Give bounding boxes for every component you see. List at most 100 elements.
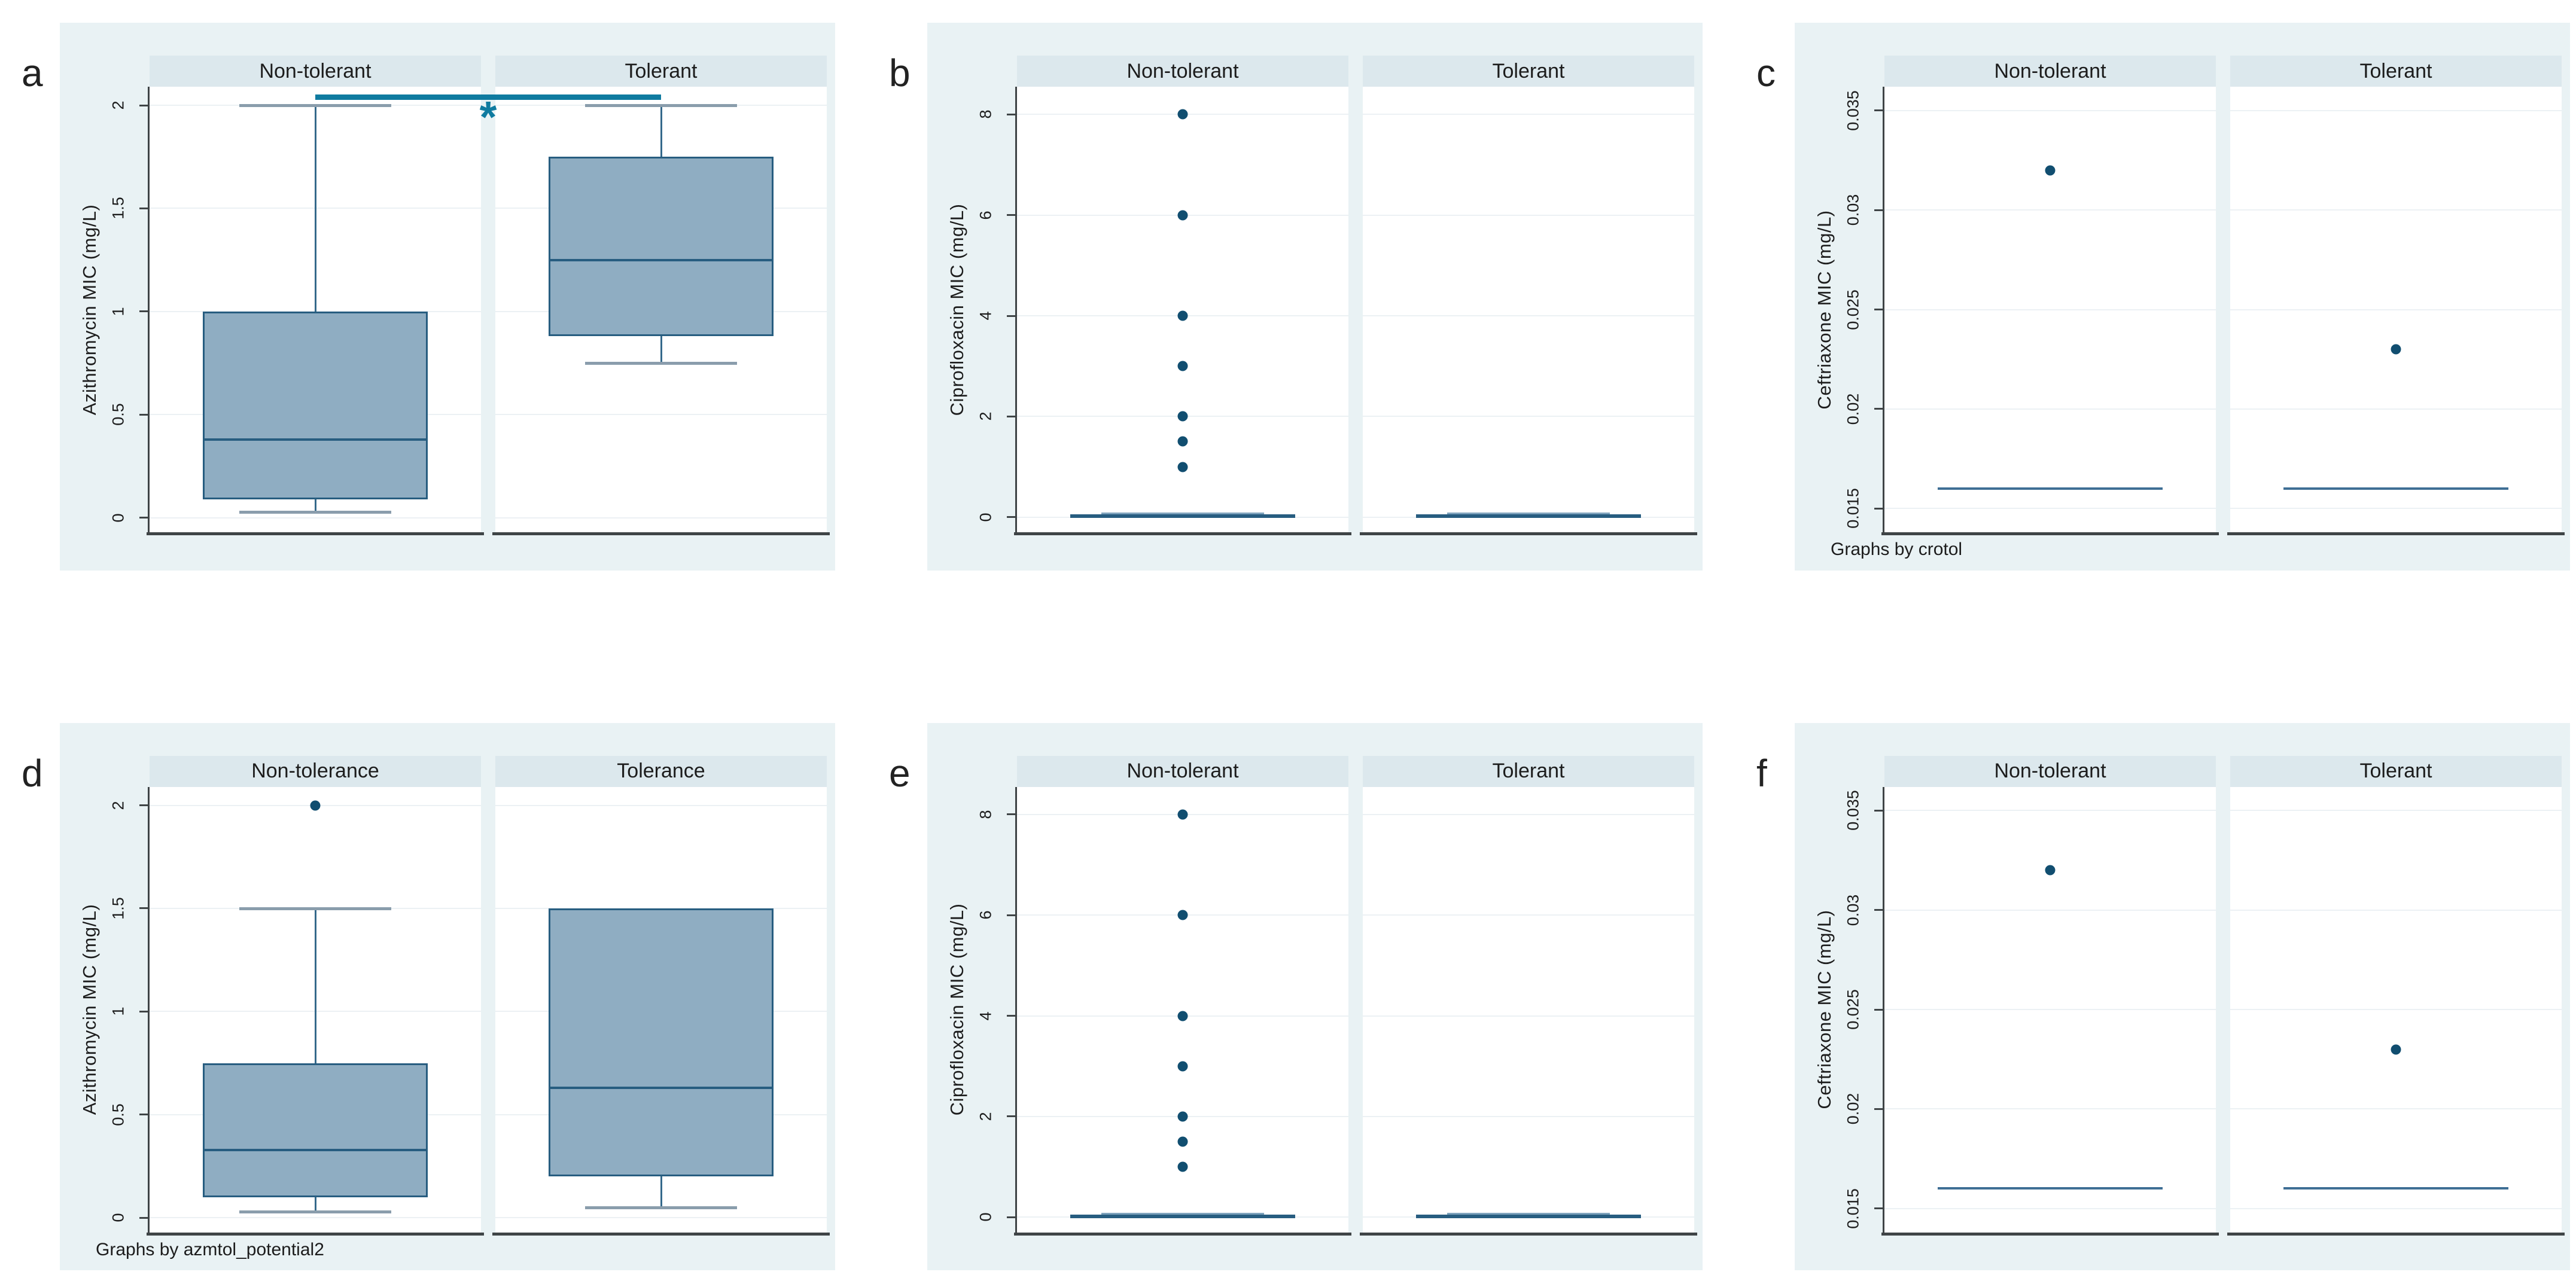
y-tick-mark bbox=[139, 907, 148, 910]
gridline bbox=[2230, 209, 2562, 211]
panel-cell-b: b Non-tolerant Tolerant 0 2 4 6 8 Ciprofloxacin … bbox=[889, 23, 1703, 571]
y-tick-mark bbox=[139, 517, 148, 519]
panel-c-card: Non-tolerant Tolerant 0.015 0.02 0.025 0.03 0.… bbox=[1795, 23, 2570, 571]
outlier-dot bbox=[2391, 1044, 2401, 1055]
y-tick-label: 0.03 bbox=[1844, 894, 1862, 926]
group-header-label: Non-tolerant bbox=[1994, 59, 2106, 83]
panel-cell-e: e Non-tolerant Tolerant 0 2 4 6 8 Ciprofloxacin … bbox=[889, 722, 1703, 1270]
y-tick-label: 0.015 bbox=[1844, 1188, 1862, 1229]
y-tick-label: 8 bbox=[976, 109, 995, 119]
x-axis-line bbox=[1014, 1232, 1351, 1236]
y-tick-mark bbox=[1874, 1207, 1883, 1210]
outlier-dot bbox=[2045, 165, 2056, 176]
panel-letter: a bbox=[22, 51, 43, 94]
group-header-label: Non-tolerance bbox=[251, 760, 379, 782]
outlier-dot bbox=[310, 800, 321, 811]
plot-area bbox=[1363, 786, 1694, 1233]
panel-d-card: Non-tolerance Tolerance 0 0.5 1 1.5 2 Azithromy… bbox=[60, 722, 835, 1270]
gridline bbox=[1884, 1108, 2216, 1110]
outlier-dot bbox=[1177, 1136, 1188, 1147]
group-header-label: Non-tolerant bbox=[259, 59, 372, 83]
x-axis-line bbox=[2227, 1232, 2565, 1236]
outlier-dot bbox=[1177, 210, 1188, 221]
y-axis-title: Ceftriaxone MIC (mg/L) bbox=[1814, 209, 1835, 410]
y-tick-mark bbox=[1007, 914, 1015, 916]
panel-letter: c bbox=[1756, 51, 1776, 94]
group-header: Tolerant bbox=[1363, 56, 1694, 87]
gridline bbox=[1363, 1115, 1694, 1117]
whisker-cap-lower bbox=[239, 1210, 392, 1213]
gridline bbox=[1363, 1015, 1694, 1017]
y-tick-mark bbox=[139, 413, 148, 416]
y-tick-label: 1 bbox=[109, 1006, 127, 1016]
gridline bbox=[1884, 508, 2216, 510]
whisker-lower bbox=[314, 1197, 316, 1212]
gridline bbox=[1884, 408, 2216, 410]
group-header-label: Tolerant bbox=[1492, 760, 1565, 782]
gridline bbox=[150, 1217, 481, 1219]
y-axis-spine bbox=[148, 87, 150, 532]
gridline bbox=[1884, 810, 2216, 812]
gridline bbox=[495, 1217, 827, 1219]
y-axis-title: Ceftriaxone MIC (mg/L) bbox=[1814, 910, 1835, 1109]
y-tick-mark bbox=[1874, 507, 1883, 510]
outlier-dot bbox=[1177, 310, 1188, 321]
flat-box bbox=[2283, 1187, 2509, 1190]
y-tick-label: 6 bbox=[976, 211, 995, 220]
y-tick-label: 0.03 bbox=[1844, 194, 1862, 226]
y-tick-label: 0 bbox=[976, 1212, 995, 1222]
group-header: Non-tolerant bbox=[1017, 755, 1348, 787]
y-tick-label: 0.025 bbox=[1844, 989, 1862, 1030]
group-header: Tolerance bbox=[495, 755, 827, 787]
y-tick-label: 0 bbox=[109, 1213, 127, 1222]
y-tick-mark bbox=[139, 1114, 148, 1116]
y-tick-label: 4 bbox=[976, 1011, 995, 1021]
outlier-dot bbox=[1177, 809, 1188, 820]
whisker-cap-upper bbox=[584, 104, 738, 108]
group-header-label: Non-tolerant bbox=[1126, 760, 1239, 782]
y-tick-mark bbox=[1007, 1115, 1015, 1118]
x-axis-line bbox=[2227, 532, 2565, 535]
panel-letter: e bbox=[889, 751, 911, 795]
significance-bar bbox=[315, 94, 661, 100]
y-tick-mark bbox=[139, 804, 148, 807]
y-tick-mark bbox=[1007, 813, 1015, 816]
panel-letter: d bbox=[22, 751, 43, 795]
group-header: Non-tolerant bbox=[1017, 56, 1348, 87]
y-tick-mark bbox=[1874, 1108, 1883, 1110]
panel-a-card: Non-tolerant Tolerant 0 0.5 1 1.5 2 Azithromyci… bbox=[60, 23, 835, 571]
y-tick-label: 1 bbox=[109, 307, 127, 316]
median-line bbox=[550, 258, 772, 261]
gridline bbox=[2230, 909, 2562, 911]
y-tick-mark bbox=[1007, 214, 1015, 216]
whisker-lower bbox=[314, 499, 316, 512]
group-header-label: Non-tolerant bbox=[1994, 760, 2106, 782]
y-tick-label: 2 bbox=[976, 411, 995, 421]
y-tick-label: 2 bbox=[109, 100, 127, 110]
outlier-dot bbox=[2045, 865, 2056, 876]
gridline bbox=[150, 517, 481, 518]
flat-box bbox=[1937, 487, 2163, 490]
y-tick-label: 0.5 bbox=[109, 1103, 127, 1126]
group-header-label: Tolerance bbox=[617, 760, 705, 782]
y-tick-mark bbox=[139, 104, 148, 106]
panel-e-card: Non-tolerant Tolerant 0 2 4 6 8 Ciprofloxacin M… bbox=[927, 722, 1703, 1270]
plot-area bbox=[1363, 87, 1694, 532]
outlier-dot bbox=[1177, 1061, 1188, 1072]
gridline bbox=[1884, 309, 2216, 310]
outlier-dot bbox=[1177, 1011, 1188, 1021]
y-tick-mark bbox=[139, 310, 148, 313]
gridline bbox=[1884, 109, 2216, 111]
gridline bbox=[2230, 109, 2562, 111]
flat-box-highlight bbox=[1101, 513, 1264, 516]
whisker-cap-upper bbox=[239, 104, 392, 108]
y-axis-spine bbox=[1883, 87, 1884, 532]
outlier-dot bbox=[1177, 1111, 1188, 1122]
y-tick-mark bbox=[1874, 1008, 1883, 1011]
gridline bbox=[1884, 909, 2216, 911]
plot-area bbox=[1017, 786, 1348, 1233]
group-header: Tolerant bbox=[2230, 755, 2562, 787]
y-tick-label: 8 bbox=[976, 810, 995, 819]
gridline bbox=[495, 804, 827, 806]
gridline bbox=[2230, 1207, 2562, 1209]
